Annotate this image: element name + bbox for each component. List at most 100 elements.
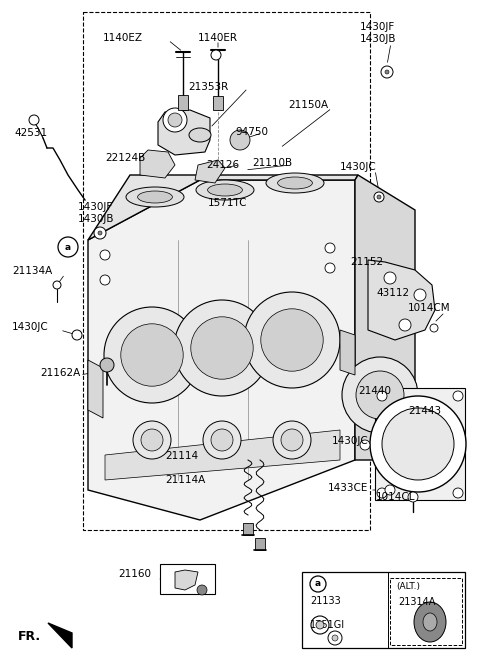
Text: 1430JC: 1430JC [332, 436, 369, 446]
Text: 1433CE: 1433CE [328, 483, 368, 493]
Circle shape [356, 371, 404, 419]
Ellipse shape [273, 421, 311, 459]
Circle shape [168, 113, 182, 127]
Circle shape [163, 108, 187, 132]
Ellipse shape [277, 177, 312, 189]
Circle shape [453, 488, 463, 498]
Text: 1140EZ: 1140EZ [103, 33, 143, 43]
Text: 1571TC: 1571TC [208, 198, 248, 208]
Text: 21440: 21440 [358, 386, 391, 396]
Polygon shape [158, 110, 210, 155]
Text: 42531: 42531 [14, 128, 47, 138]
Circle shape [310, 576, 326, 592]
Circle shape [100, 250, 110, 260]
Ellipse shape [207, 184, 242, 196]
Ellipse shape [203, 421, 241, 459]
Polygon shape [375, 388, 465, 500]
Ellipse shape [126, 187, 184, 207]
Circle shape [100, 358, 114, 372]
Text: a: a [65, 242, 71, 252]
Circle shape [381, 66, 393, 78]
Text: 21150A: 21150A [288, 100, 328, 110]
Ellipse shape [281, 429, 303, 451]
Text: 21134A: 21134A [12, 266, 52, 276]
Ellipse shape [423, 613, 437, 631]
Text: (ALT.): (ALT.) [396, 582, 420, 591]
Text: 21162A: 21162A [40, 368, 80, 378]
Polygon shape [88, 360, 103, 418]
Bar [160, 564, 215, 594]
Polygon shape [368, 260, 435, 340]
Ellipse shape [244, 292, 340, 388]
Circle shape [58, 237, 78, 257]
Text: 21353R: 21353R [188, 82, 228, 92]
Text: 21160: 21160 [118, 569, 151, 579]
Bar [83, 12, 370, 530]
Bar [243, 523, 253, 535]
Ellipse shape [191, 317, 253, 379]
Ellipse shape [138, 191, 172, 203]
Circle shape [360, 440, 370, 450]
Text: 21114A: 21114A [165, 475, 205, 485]
Text: 22124B: 22124B [105, 153, 145, 163]
Text: 1751GI: 1751GI [310, 620, 345, 630]
Text: 1014CM: 1014CM [408, 303, 451, 313]
Circle shape [332, 635, 338, 641]
Text: 21133: 21133 [310, 596, 341, 606]
Polygon shape [340, 330, 355, 375]
Text: 1014CL: 1014CL [376, 492, 416, 502]
Circle shape [453, 391, 463, 401]
Text: 21114: 21114 [165, 451, 198, 461]
Polygon shape [88, 175, 358, 240]
Circle shape [94, 227, 106, 239]
Circle shape [100, 275, 110, 285]
Text: a: a [315, 579, 321, 589]
Polygon shape [195, 160, 225, 183]
Ellipse shape [104, 307, 200, 403]
Text: 94750: 94750 [235, 127, 268, 137]
Text: 21314A: 21314A [398, 597, 435, 607]
Ellipse shape [174, 300, 270, 396]
Text: 1430JF
1430JB: 1430JF 1430JB [360, 22, 396, 43]
Ellipse shape [414, 602, 446, 642]
Circle shape [370, 396, 466, 492]
Bar [213, 96, 223, 110]
Ellipse shape [261, 309, 323, 371]
Circle shape [399, 319, 411, 331]
Bar [302, 572, 465, 648]
Text: 1430JC: 1430JC [340, 162, 377, 172]
Ellipse shape [133, 421, 171, 459]
Polygon shape [48, 623, 72, 648]
Circle shape [230, 130, 250, 150]
Text: 43112: 43112 [376, 288, 409, 298]
Circle shape [382, 408, 454, 480]
Text: 21110B: 21110B [252, 158, 292, 168]
Circle shape [316, 621, 324, 629]
Circle shape [325, 243, 335, 253]
Circle shape [374, 192, 384, 202]
Circle shape [384, 272, 396, 284]
Text: 1430JF
1430JB: 1430JF 1430JB [78, 202, 115, 223]
Bar [390, 578, 462, 645]
Circle shape [311, 616, 329, 634]
Circle shape [98, 231, 102, 235]
Circle shape [29, 115, 39, 125]
Ellipse shape [121, 324, 183, 386]
Circle shape [53, 281, 61, 289]
Circle shape [72, 330, 82, 340]
Polygon shape [355, 175, 415, 460]
Circle shape [377, 195, 381, 199]
Ellipse shape [196, 180, 254, 200]
Circle shape [430, 324, 438, 332]
Polygon shape [88, 180, 355, 520]
Bar [178, 95, 188, 110]
Polygon shape [175, 570, 198, 590]
Text: 21443: 21443 [408, 406, 441, 416]
Text: 24126: 24126 [206, 160, 239, 170]
Ellipse shape [189, 128, 211, 142]
Ellipse shape [141, 429, 163, 451]
Text: 1430JC: 1430JC [12, 322, 49, 332]
Circle shape [385, 70, 389, 74]
Text: 21152: 21152 [350, 257, 383, 267]
Polygon shape [140, 150, 175, 178]
